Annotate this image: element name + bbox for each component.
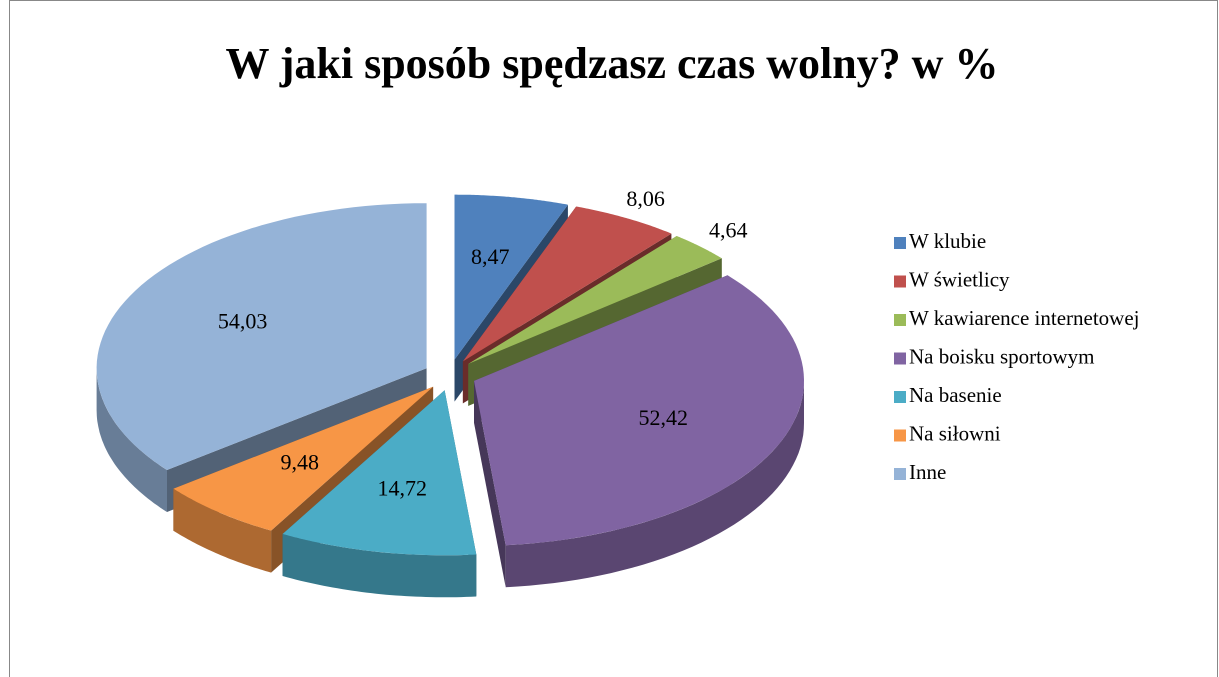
slice <box>474 275 804 588</box>
legend-label: W świetlicy <box>909 267 1010 291</box>
legend-label: W klubie <box>909 229 986 253</box>
legend-swatch <box>894 314 906 326</box>
slice-wall <box>474 380 506 588</box>
slice-top <box>173 386 434 531</box>
slice-side <box>282 534 477 598</box>
chart-title: W jaki sposób spędzasz czas wolny? w % <box>226 39 999 88</box>
legend-swatch <box>894 275 906 288</box>
data-label: 4,64 <box>709 218 748 243</box>
slice-top <box>468 236 722 364</box>
legend: W klubie W świetlicy W kawiarence internet… <box>894 229 1140 484</box>
legend-label: Na siłowni <box>909 421 1001 445</box>
legend-label: Na basenie <box>909 383 1002 407</box>
slice-top <box>474 275 804 546</box>
legend-swatch <box>894 391 906 403</box>
slice-top <box>96 203 427 470</box>
pie: 8,47 8,06 4,64 52,42 14,72 9,48 54,03 <box>96 186 804 598</box>
slice-side <box>173 488 272 573</box>
slice-top <box>462 206 672 362</box>
legend-swatch <box>894 468 906 480</box>
data-label: 54,03 <box>218 308 268 333</box>
slice <box>282 390 477 598</box>
slice-side <box>96 368 167 512</box>
slice-top <box>282 390 477 556</box>
legend-swatch <box>894 429 906 442</box>
slice-side <box>505 380 804 588</box>
data-label: 8,47 <box>471 244 510 269</box>
slice-top <box>454 194 568 360</box>
data-label: 52,42 <box>639 405 689 430</box>
data-label: 9,48 <box>281 450 320 475</box>
data-label: 8,06 <box>626 186 665 211</box>
legend-label: Inne <box>909 460 946 484</box>
legend-swatch <box>894 237 906 249</box>
legend-swatch <box>894 352 906 365</box>
legend-label: Na boisku sportowym <box>909 344 1095 368</box>
data-label: 14,72 <box>377 475 427 500</box>
legend-label: W kawiarence internetowej <box>909 306 1140 330</box>
